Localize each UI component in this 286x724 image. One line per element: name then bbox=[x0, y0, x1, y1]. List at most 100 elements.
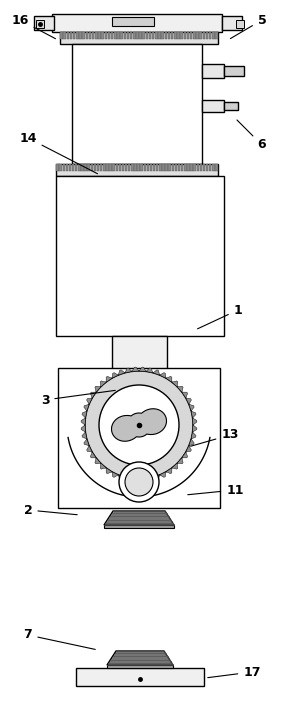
Polygon shape bbox=[139, 479, 146, 483]
Circle shape bbox=[85, 371, 193, 479]
Polygon shape bbox=[100, 463, 106, 469]
Polygon shape bbox=[186, 446, 191, 452]
Bar bbox=[76, 668, 204, 686]
Bar bbox=[193, 32, 196, 38]
Polygon shape bbox=[191, 411, 196, 418]
Polygon shape bbox=[160, 472, 166, 477]
Bar bbox=[203, 164, 205, 171]
Bar bbox=[66, 164, 68, 171]
Bar bbox=[108, 32, 110, 38]
Bar bbox=[171, 32, 173, 38]
Bar bbox=[106, 164, 109, 171]
Polygon shape bbox=[166, 376, 172, 382]
Polygon shape bbox=[182, 452, 188, 458]
Bar bbox=[131, 164, 134, 171]
Bar bbox=[59, 164, 62, 171]
Bar bbox=[56, 164, 218, 176]
Bar bbox=[149, 32, 151, 38]
Bar bbox=[95, 32, 98, 38]
Text: 7: 7 bbox=[24, 628, 95, 649]
Bar bbox=[82, 32, 85, 38]
Bar bbox=[56, 164, 59, 171]
Polygon shape bbox=[104, 511, 174, 525]
Polygon shape bbox=[177, 386, 183, 392]
Bar bbox=[128, 164, 130, 171]
Bar bbox=[100, 164, 102, 171]
Bar bbox=[165, 32, 167, 38]
Polygon shape bbox=[118, 370, 125, 375]
Bar bbox=[177, 32, 180, 38]
Polygon shape bbox=[189, 439, 194, 446]
Bar bbox=[98, 32, 101, 38]
Polygon shape bbox=[186, 398, 191, 404]
Bar bbox=[97, 164, 99, 171]
Bar bbox=[212, 32, 214, 38]
Polygon shape bbox=[182, 392, 188, 398]
Bar bbox=[150, 164, 152, 171]
Bar bbox=[152, 32, 154, 38]
Polygon shape bbox=[132, 479, 139, 483]
Bar bbox=[111, 32, 114, 38]
Bar bbox=[114, 32, 117, 38]
Polygon shape bbox=[90, 452, 96, 458]
Bar bbox=[69, 164, 71, 171]
Text: 16: 16 bbox=[11, 14, 55, 38]
Bar bbox=[159, 164, 162, 171]
Text: 13: 13 bbox=[191, 429, 239, 446]
Circle shape bbox=[99, 385, 179, 465]
Bar bbox=[200, 164, 202, 171]
Polygon shape bbox=[106, 468, 112, 473]
Bar bbox=[88, 164, 90, 171]
Bar bbox=[56, 176, 224, 336]
Circle shape bbox=[125, 468, 153, 496]
Bar bbox=[158, 32, 161, 38]
Polygon shape bbox=[132, 367, 139, 371]
Bar bbox=[165, 164, 168, 171]
Polygon shape bbox=[177, 458, 183, 464]
Bar bbox=[224, 102, 238, 110]
Bar bbox=[130, 32, 132, 38]
Text: 5: 5 bbox=[231, 14, 266, 38]
Bar bbox=[144, 164, 146, 171]
Bar bbox=[155, 32, 158, 38]
Bar bbox=[58, 368, 220, 508]
Bar bbox=[206, 32, 208, 38]
Bar bbox=[60, 32, 63, 38]
Polygon shape bbox=[112, 472, 118, 477]
Bar bbox=[52, 14, 222, 32]
Bar bbox=[236, 20, 244, 28]
Bar bbox=[222, 16, 242, 30]
Bar bbox=[104, 525, 174, 528]
Bar bbox=[139, 32, 142, 38]
Polygon shape bbox=[100, 381, 106, 387]
Bar bbox=[67, 32, 69, 38]
Polygon shape bbox=[189, 404, 194, 411]
Bar bbox=[94, 164, 96, 171]
Bar bbox=[172, 164, 174, 171]
Polygon shape bbox=[146, 368, 153, 373]
Polygon shape bbox=[139, 367, 146, 371]
Bar bbox=[36, 20, 44, 28]
Bar bbox=[184, 164, 186, 171]
Bar bbox=[91, 164, 93, 171]
Polygon shape bbox=[84, 439, 89, 446]
Bar bbox=[202, 64, 224, 78]
Bar bbox=[116, 164, 118, 171]
Polygon shape bbox=[87, 446, 92, 452]
Bar bbox=[212, 164, 214, 171]
Polygon shape bbox=[153, 475, 160, 480]
Bar bbox=[75, 164, 78, 171]
Bar bbox=[178, 164, 180, 171]
Bar bbox=[156, 164, 158, 171]
Bar bbox=[89, 32, 91, 38]
Bar bbox=[209, 32, 211, 38]
Bar bbox=[184, 32, 186, 38]
Bar bbox=[84, 164, 87, 171]
Polygon shape bbox=[95, 458, 101, 464]
Polygon shape bbox=[84, 404, 89, 411]
Polygon shape bbox=[81, 418, 86, 425]
Polygon shape bbox=[82, 411, 87, 418]
Bar bbox=[168, 32, 170, 38]
Polygon shape bbox=[172, 463, 178, 469]
Polygon shape bbox=[125, 368, 132, 373]
